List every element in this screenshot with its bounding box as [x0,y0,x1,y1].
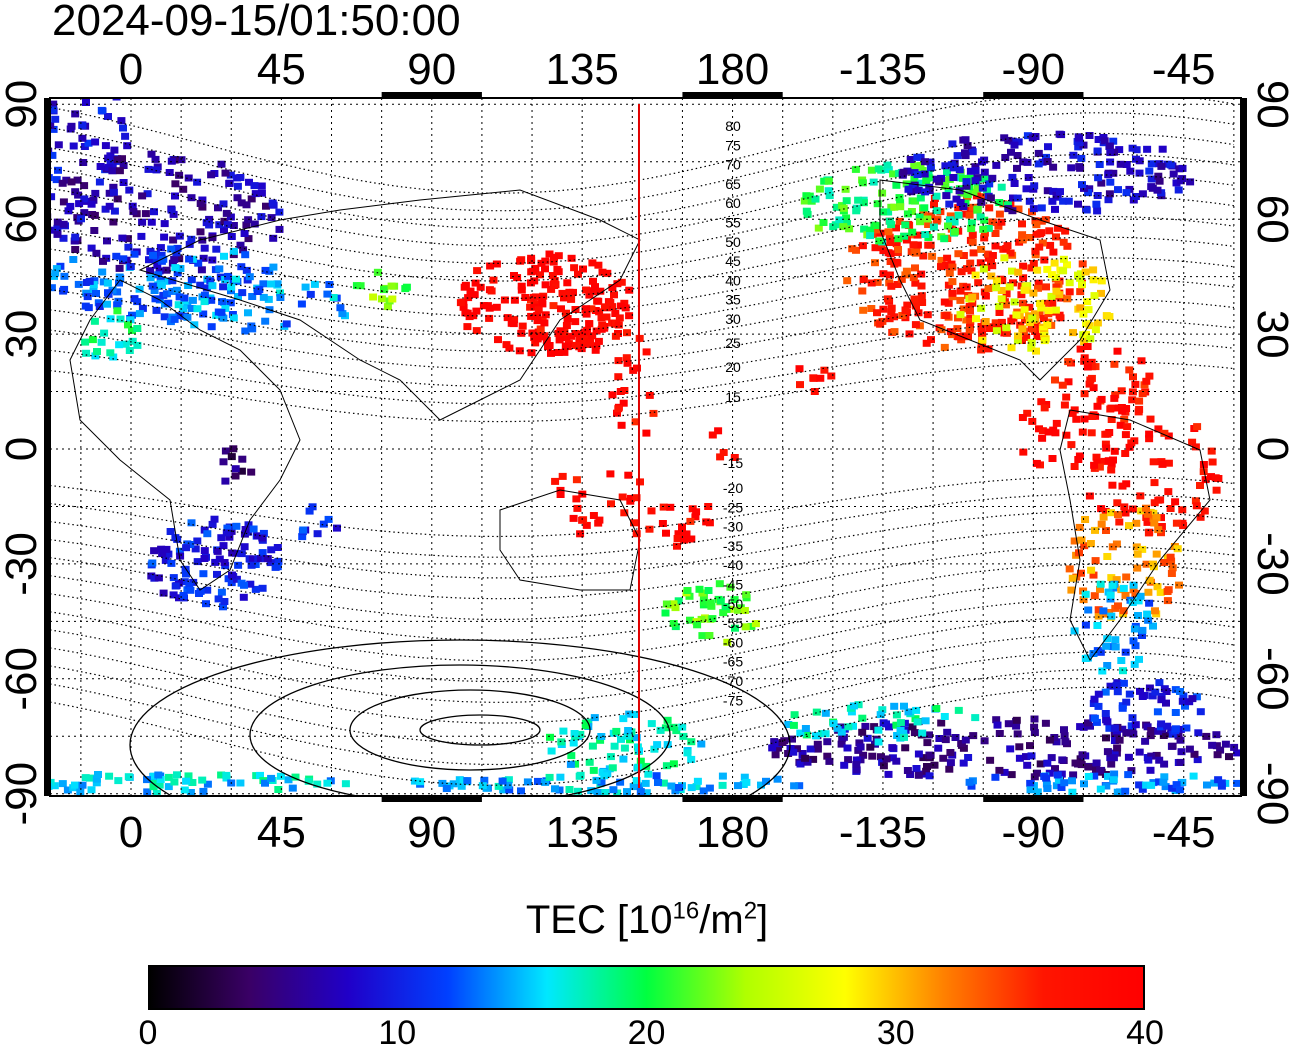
magnetic-latitude-label: -75 [723,692,743,708]
top-lon-label: -45 [1152,45,1216,94]
right-lat-label: -60 [1248,647,1294,711]
top-lon-label: 45 [257,45,306,94]
magnetic-latitude-label: -35 [723,538,743,554]
colorbar-tick-label: 0 [138,1014,158,1052]
magnetic-latitude-label: -25 [723,499,743,515]
bottom-lon-label: 90 [407,808,456,857]
left-lat-label: -30 [0,532,46,596]
colorbar-tick-label: 40 [1126,1014,1164,1052]
top-lon-label: 180 [696,45,769,94]
magnetic-latitude-label: -60 [723,634,743,650]
colorbar [148,965,1145,1010]
magnetic-latitude-label: -65 [723,654,743,670]
bottom-lon-label: 0 [119,808,143,857]
bottom-lon-label: 180 [696,808,769,857]
magnetic-latitude-label: 75 [725,137,741,153]
magnetic-latitude-label: 20 [725,359,741,375]
right-lat-label: 60 [1248,195,1294,244]
colorbar-tick-label: 20 [627,1014,666,1052]
magnetic-latitude-label: 25 [725,335,741,351]
colorbar-tick-label: 30 [876,1014,915,1052]
left-lat-label: -60 [0,647,46,711]
magnetic-latitude-label: -30 [723,519,743,535]
bottom-lon-label: -135 [839,808,927,857]
magnetic-latitude-label: 45 [725,253,741,269]
left-lat-label: 60 [0,195,46,244]
bottom-lon-label: -45 [1152,808,1216,857]
right-lat-label: 90 [1248,80,1294,129]
magnetic-latitude-label: 70 [725,157,741,173]
bottom-lon-label: 45 [257,808,306,857]
tec-map: 80 75 70 65 60 55 50 45 40 35 30 25 20 15 -15 -20 -25 -30… [0,45,1294,857]
left-lat-label: 90 [0,80,46,129]
magnetic-latitude-label: -45 [723,577,743,593]
magnetic-latitude-label: 35 [725,292,741,308]
magnetic-latitude-label: -55 [723,615,743,631]
magnetic-latitude-label: -50 [723,596,743,612]
right-lat-label: 30 [1248,310,1294,359]
left-lat-label: -90 [0,762,46,826]
magnetic-latitude-label: -70 [723,673,743,689]
top-lon-label: -135 [839,45,927,94]
magnetic-latitude-label: 60 [725,195,741,211]
left-lat-label: 0 [0,437,46,461]
top-lon-label: 90 [407,45,456,94]
left-lat-label: 30 [0,310,46,359]
right-lat-label: -90 [1248,762,1294,826]
magnetic-latitude-label: -20 [723,480,743,496]
magnetic-latitude-label: 80 [725,118,741,134]
magnetic-latitude-label: 50 [725,234,741,250]
magnetic-latitude-label: 30 [725,311,741,327]
magnetic-latitude-label: 15 [725,389,741,405]
top-lon-label: -90 [1002,45,1066,94]
magnetic-latitude-label: 55 [725,215,741,231]
timestamp: 2024-09-15/01:50:00 [52,0,461,45]
colorbar-title: TEC [1016/m2] [525,897,769,942]
right-lat-label: -30 [1248,532,1294,596]
magnetic-latitude-label: 65 [725,176,741,192]
magnetic-latitude-label: 40 [725,272,741,288]
top-lon-label: 0 [119,45,143,94]
top-lon-label: 135 [545,45,618,94]
magnetic-latitude-label: -40 [723,557,743,573]
bottom-lon-label: -90 [1002,808,1066,857]
right-lat-label: 0 [1248,437,1294,461]
magnetic-latitude-label: -15 [723,455,743,471]
bottom-lon-label: 135 [545,808,618,857]
colorbar-tick-label: 10 [378,1014,417,1052]
